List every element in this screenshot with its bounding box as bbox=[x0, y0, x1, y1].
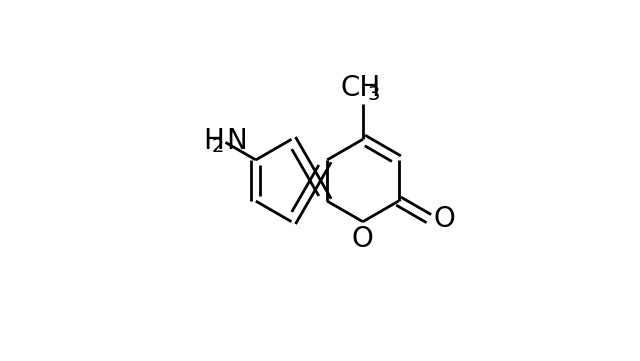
Text: H: H bbox=[203, 127, 224, 155]
Text: 3: 3 bbox=[368, 85, 380, 104]
Text: CH: CH bbox=[341, 74, 381, 103]
Text: O: O bbox=[433, 205, 455, 232]
Text: N: N bbox=[227, 127, 247, 155]
Text: 2: 2 bbox=[211, 137, 224, 156]
Text: O: O bbox=[352, 225, 374, 253]
